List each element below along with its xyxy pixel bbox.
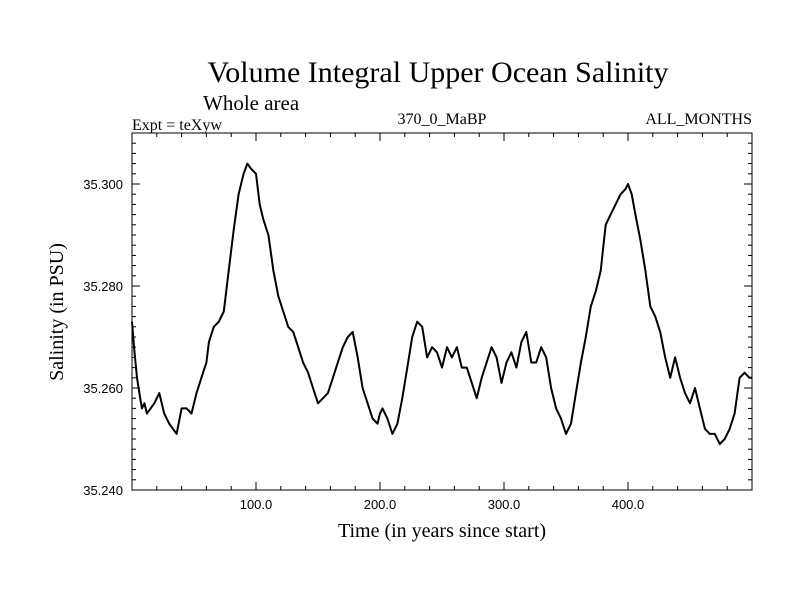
y-tick-label: 35.260 <box>83 381 123 396</box>
months-note: ALL_MONTHS <box>645 111 752 128</box>
period-note: 370_0_MaBP <box>398 111 487 128</box>
y-axis: 35.240 35.260 35.280 35.300 <box>83 142 752 498</box>
chart-subtitle: Whole area <box>203 91 300 115</box>
x-axis-label: Time (in years since start) <box>338 520 546 542</box>
y-tick-label: 35.240 <box>83 483 123 498</box>
x-tick-label: 400.0 <box>612 497 645 512</box>
salinity-series-line <box>131 162 752 446</box>
chart-title: Volume Integral Upper Ocean Salinity <box>208 56 669 89</box>
experiment-note: Expt = teXyw <box>132 117 222 134</box>
x-tick-label: 200.0 <box>364 497 397 512</box>
series-layer <box>131 162 752 446</box>
x-tick-label: 100.0 <box>240 497 273 512</box>
plot-area-frame <box>131 132 753 491</box>
y-axis-label: Salinity (in PSU) <box>46 243 68 381</box>
y-tick-label: 35.300 <box>83 177 123 192</box>
x-tick-label: 300.0 <box>488 497 521 512</box>
y-tick-label: 35.280 <box>83 279 123 294</box>
x-axis: 100.0 200.0 300.0 400.0 <box>156 133 728 512</box>
